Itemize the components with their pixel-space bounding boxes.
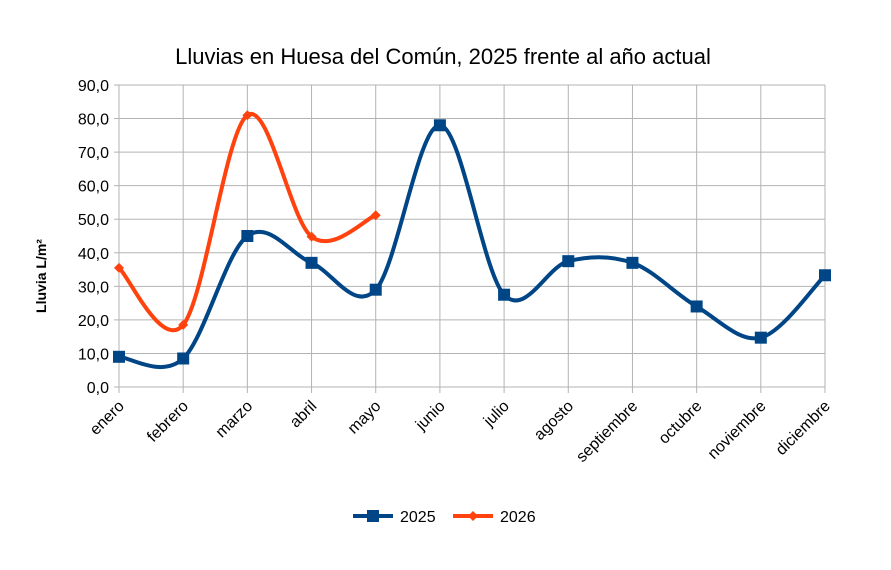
data-point bbox=[113, 350, 125, 363]
y-tick-label: 50,0 bbox=[78, 212, 109, 229]
y-tick-label: 30,0 bbox=[78, 279, 109, 296]
axes bbox=[114, 84, 826, 393]
series-2025 bbox=[113, 119, 831, 370]
chart-title: Lluvias en Huesa del Común, 2025 frente … bbox=[175, 44, 711, 69]
data-point bbox=[178, 319, 189, 330]
data-point bbox=[370, 210, 381, 221]
data-point bbox=[241, 230, 254, 242]
x-tick-label: diciembre bbox=[773, 398, 834, 459]
x-tick-label: mayo bbox=[345, 398, 385, 438]
legend-marker bbox=[468, 511, 478, 521]
y-tick-labels: 0,0 10,0 20,0 30,0 40,0 50,0 60,0 70,0 80,0 90,0 bbox=[78, 78, 109, 397]
series-2026 bbox=[114, 110, 381, 333]
data-point bbox=[242, 110, 253, 121]
series-line bbox=[117, 123, 827, 370]
data-point bbox=[177, 352, 190, 365]
data-point bbox=[819, 269, 831, 282]
x-tick-label: junio bbox=[412, 398, 449, 435]
y-tick-label: 90,0 bbox=[78, 78, 109, 95]
gridlines bbox=[118, 84, 826, 387]
data-point bbox=[433, 119, 446, 132]
legend-item-2026[interactable]: 2026 bbox=[453, 509, 536, 526]
x-tick-label: febrero bbox=[144, 398, 192, 446]
y-tick-label: 60,0 bbox=[78, 179, 109, 196]
x-tick-labels: enero febrero marzo abril mayo junio julio agos… bbox=[87, 398, 834, 466]
y-tick-label: 20,0 bbox=[78, 313, 109, 330]
legend-label: 2026 bbox=[500, 509, 536, 526]
x-tick-label: abril bbox=[287, 398, 320, 431]
legend[interactable]: 2025 2026 bbox=[353, 509, 536, 526]
series-line bbox=[117, 112, 378, 333]
data-point bbox=[498, 288, 511, 301]
y-tick-label: 40,0 bbox=[78, 246, 109, 263]
data-point bbox=[754, 331, 767, 344]
data-point bbox=[306, 231, 317, 242]
data-point bbox=[305, 256, 318, 269]
data-point bbox=[562, 255, 575, 268]
legend-marker bbox=[367, 510, 379, 522]
y-tick-label: 80,0 bbox=[78, 112, 109, 129]
x-tick-label: marzo bbox=[213, 398, 257, 442]
x-tick-label: noviembre bbox=[705, 398, 770, 463]
data-point bbox=[114, 262, 124, 273]
data-point bbox=[369, 283, 382, 296]
legend-item-2025[interactable]: 2025 bbox=[353, 509, 436, 526]
series-lines bbox=[113, 110, 831, 370]
data-point bbox=[626, 256, 639, 269]
x-tick-label: julio bbox=[480, 398, 513, 431]
y-tick-label: 0,0 bbox=[87, 380, 109, 397]
x-tick-label: agosto bbox=[531, 398, 577, 444]
y-tick-label: 70,0 bbox=[78, 145, 109, 162]
x-tick-label: septiembre bbox=[573, 398, 641, 466]
x-tick-label: enero bbox=[87, 398, 128, 439]
y-axis-label: Lluvia L/m² bbox=[33, 239, 49, 313]
x-tick-label: octubre bbox=[656, 398, 706, 448]
legend-label: 2025 bbox=[400, 509, 436, 526]
data-point bbox=[690, 300, 703, 313]
y-tick-label: 10,0 bbox=[78, 346, 109, 363]
